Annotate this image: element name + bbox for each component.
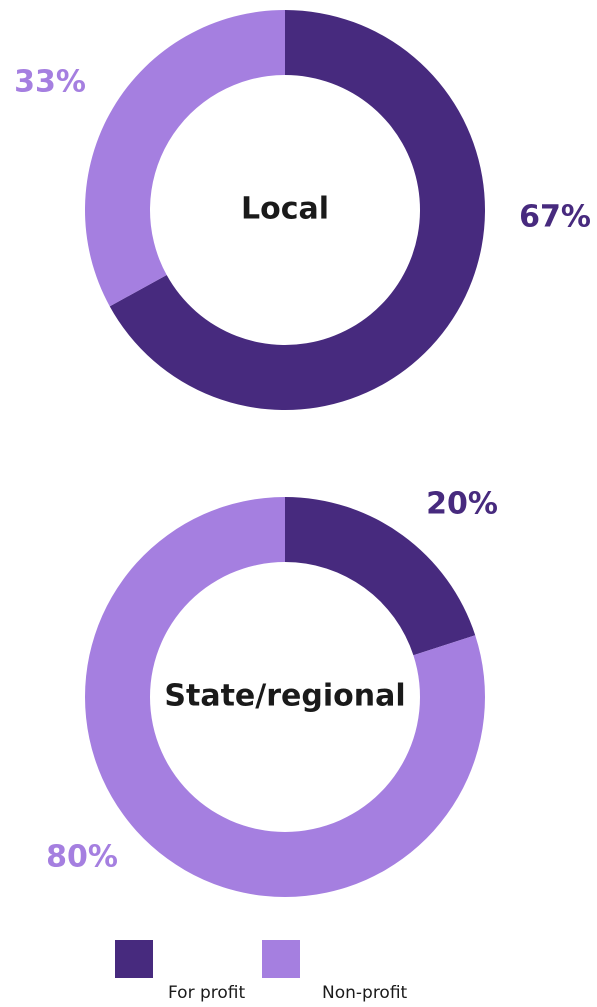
value-label: 20% (426, 487, 498, 522)
donut-segment (109, 10, 486, 410)
legend-label: Non-profit (322, 983, 408, 1003)
value-label: 33% (14, 65, 86, 100)
center-label: Local (241, 192, 329, 227)
legend-swatch (262, 940, 300, 978)
center-label: State/regional (164, 679, 405, 714)
donut-segment (84, 10, 285, 307)
legend-swatch (115, 940, 153, 978)
legend-label: For profit (168, 983, 245, 1003)
donut-segment (84, 497, 485, 897)
value-label: 80% (46, 840, 118, 875)
donut-segment (285, 497, 476, 656)
value-label: 67% (519, 200, 591, 235)
